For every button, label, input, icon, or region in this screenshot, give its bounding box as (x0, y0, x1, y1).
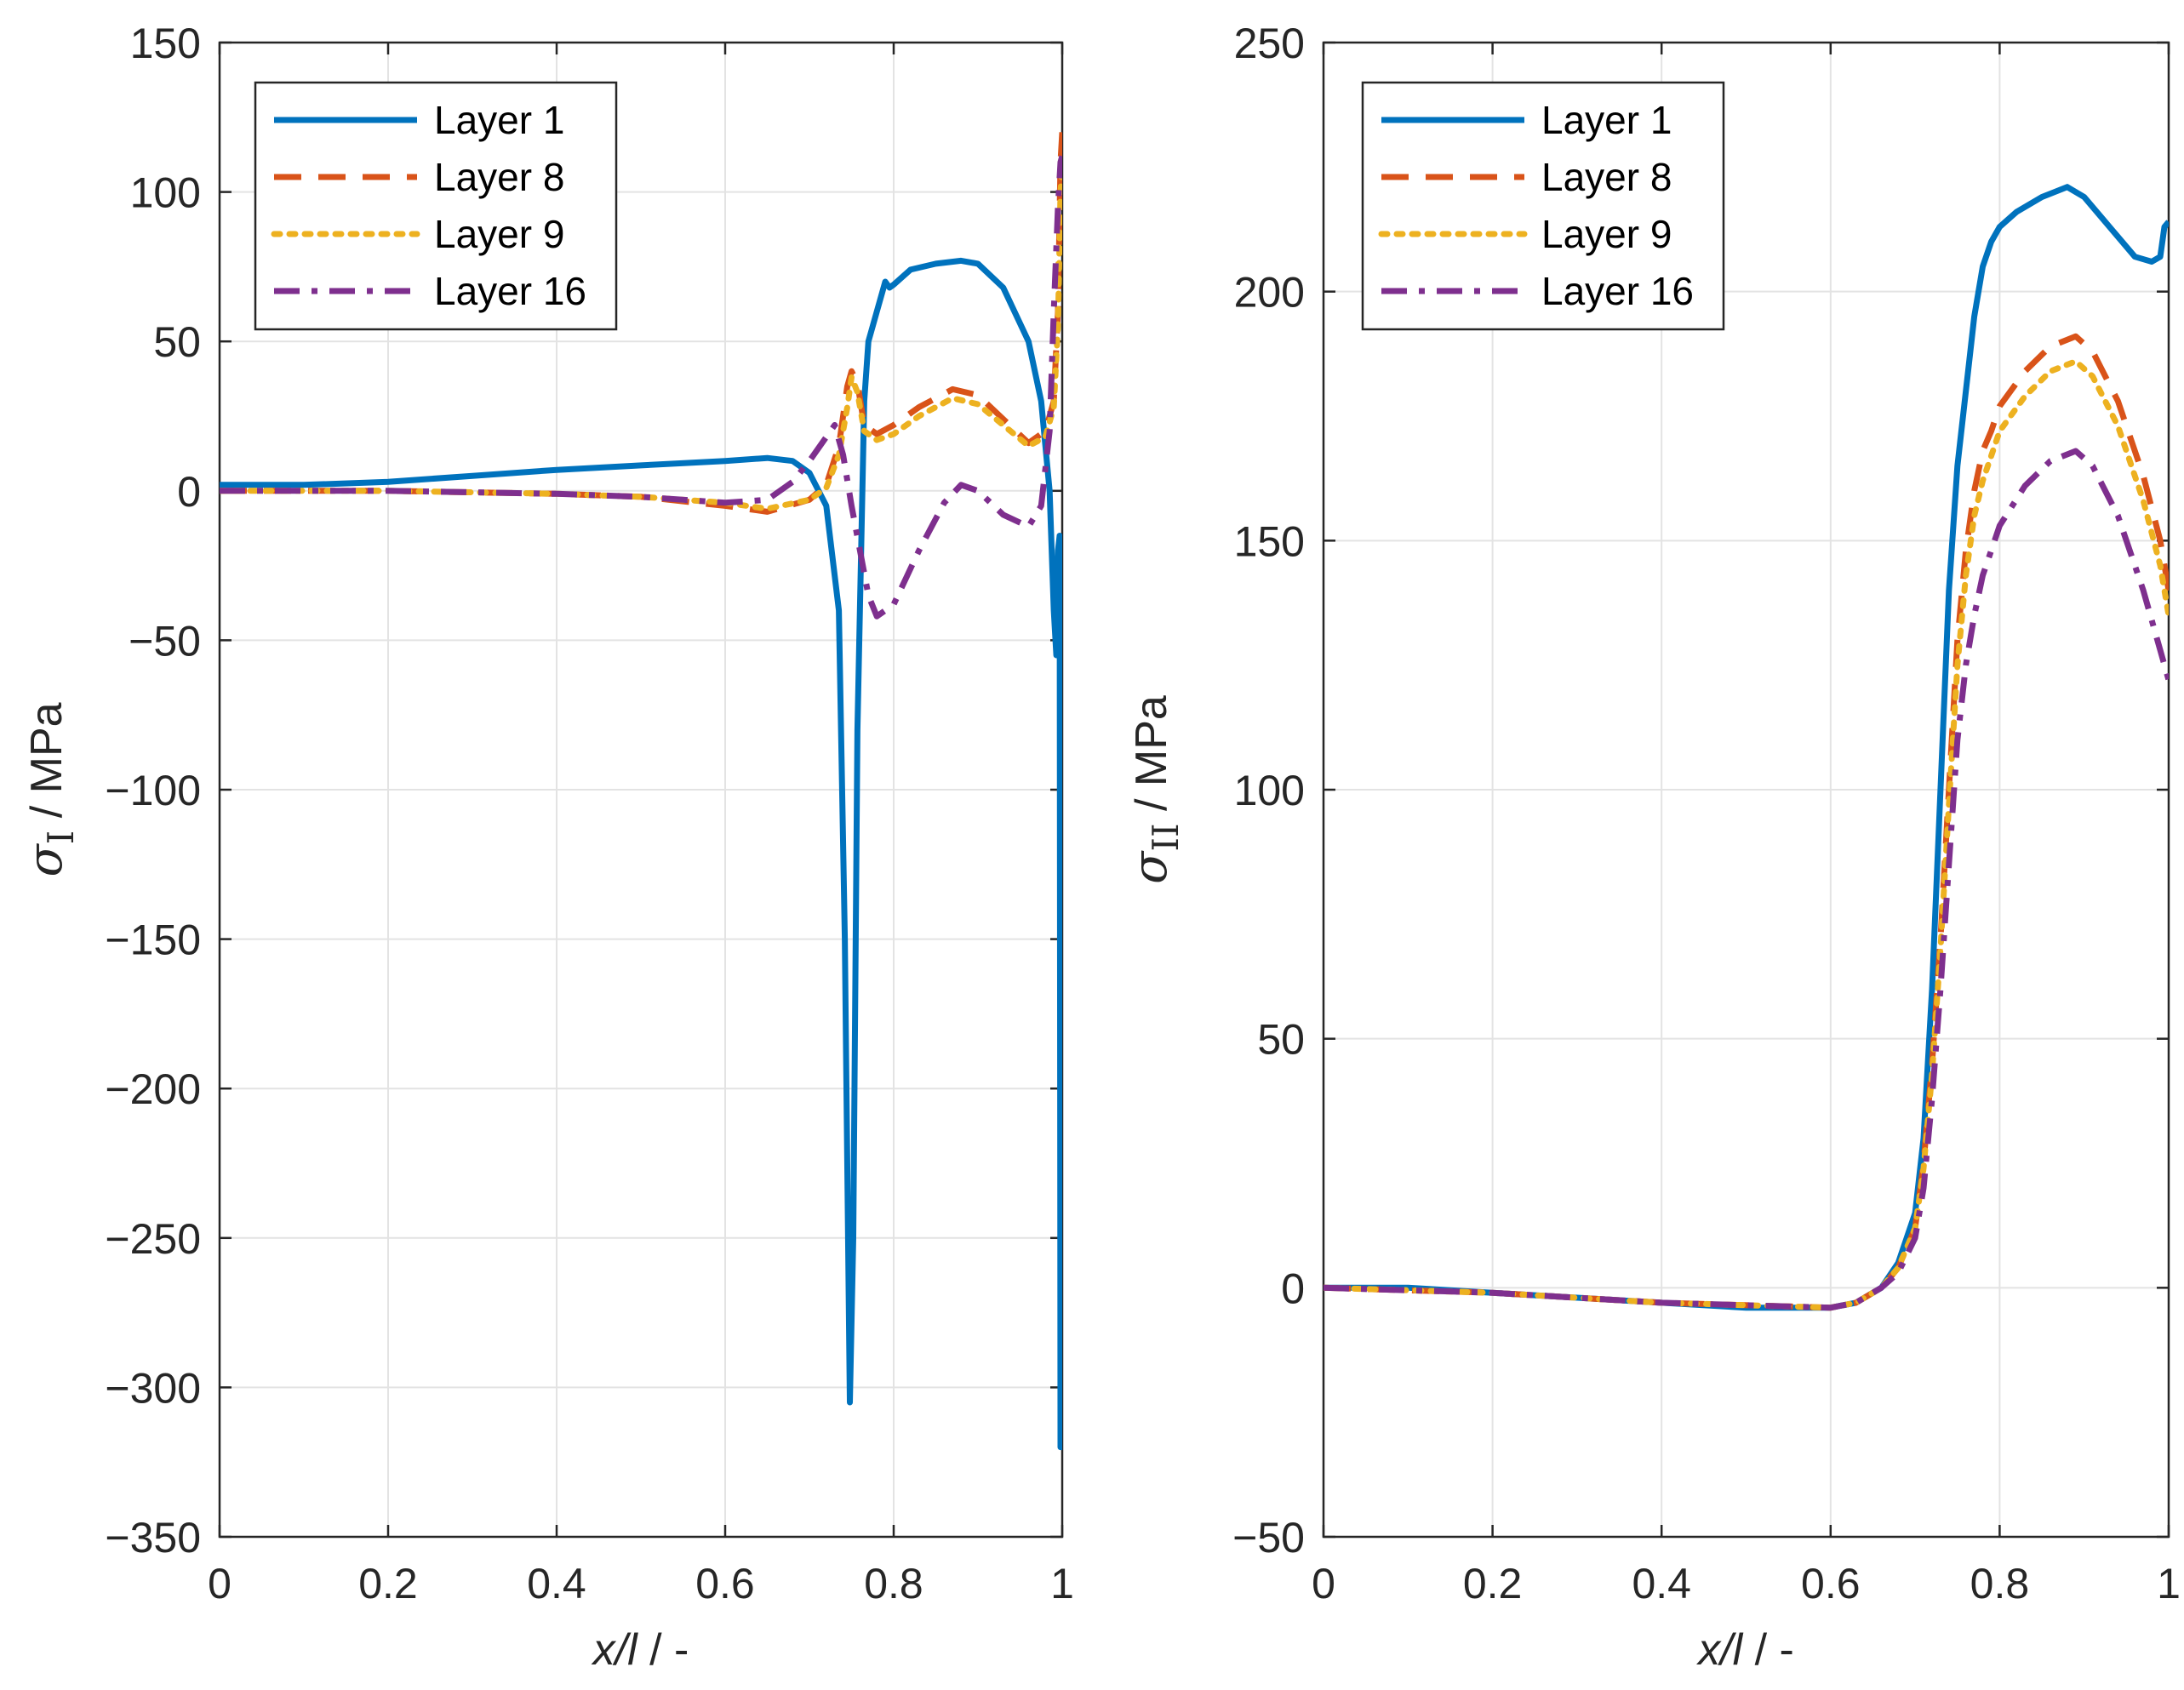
y-axis-label-symbol: σ (18, 843, 73, 877)
y-tick-label: −100 (105, 767, 201, 814)
y-tick-label: 150 (1234, 517, 1305, 565)
x-tick-label: 1 (2157, 1560, 2181, 1607)
x-axis-label-var: x/l (1695, 1625, 1743, 1675)
y-tick-label: −250 (105, 1215, 201, 1263)
y-axis-label-subscript: II (1145, 823, 1186, 851)
legend-label: Layer 9 (434, 212, 564, 256)
y-tick-label: −300 (105, 1364, 201, 1412)
x-tick-label: 0.2 (358, 1560, 418, 1607)
chart-left: 0 0.2 0.4 0.6 0.8 1 −350 −300 −250 −200 −150 −100 −5… (18, 20, 1074, 1675)
series-line-layer-16 (1324, 448, 2169, 1311)
y-tick-label: −50 (1232, 1514, 1305, 1562)
y-tick-label: −50 (129, 617, 201, 665)
y-tick-label: −350 (105, 1514, 201, 1562)
x-tick-label: 0.6 (1801, 1560, 1861, 1607)
legend: Layer 1 Layer 8 Layer 9 Layer 16 (254, 81, 618, 331)
legend-label: Layer 1 (1541, 98, 1672, 142)
y-tick-label: 0 (177, 468, 201, 516)
x-tick-label: 0.8 (864, 1560, 923, 1607)
legend-label: Layer 8 (1541, 155, 1672, 199)
x-axis-label: x/l / - (1695, 1625, 1794, 1675)
x-tick-label: 0.4 (1632, 1560, 1691, 1607)
x-tick-label: 0 (208, 1560, 232, 1607)
y-tick-label: 50 (1257, 1016, 1305, 1064)
legend: Layer 1 Layer 8 Layer 9 Layer 16 (1361, 81, 1725, 331)
y-axis-label-subscript: I (40, 831, 82, 845)
y-tick-label: 250 (1234, 20, 1305, 67)
y-tick-label: 100 (130, 169, 201, 217)
series-group (1324, 184, 2169, 1311)
y-axis-label-unit: / MPa (1127, 695, 1176, 823)
x-tick-label: 0.2 (1463, 1560, 1523, 1607)
y-axis-label: σI / MPa (18, 702, 82, 876)
x-axis-label-var: x/l (591, 1625, 638, 1675)
x-tick-label: 0.8 (1970, 1560, 2030, 1607)
series-line-layer-16 (220, 155, 1062, 619)
series-line-layer-8 (220, 132, 1062, 515)
legend-label: Layer 9 (1541, 212, 1672, 256)
series-group (220, 132, 1062, 1451)
y-tick-label: 0 (1281, 1265, 1305, 1312)
legend-label: Layer 16 (1541, 269, 1694, 313)
series-line-layer-1 (220, 257, 1062, 1451)
y-tick-label: 50 (153, 318, 201, 366)
x-tick-label: 1 (1050, 1560, 1074, 1607)
x-axis-label-unit: / - (1742, 1625, 1794, 1675)
legend-label: Layer 8 (434, 155, 564, 199)
y-tick-label: 200 (1234, 269, 1305, 317)
legend-label: Layer 16 (434, 269, 586, 313)
x-tick-label: 0.4 (527, 1560, 586, 1607)
y-axis-label-symbol: σ (1123, 850, 1178, 884)
x-tick-label: 0.6 (695, 1560, 755, 1607)
y-tick-label: −150 (105, 916, 201, 964)
legend-label: Layer 1 (434, 98, 564, 142)
y-tick-label: −200 (105, 1065, 201, 1113)
y-axis-label-unit: / MPa (22, 702, 71, 830)
y-tick-label: 150 (130, 20, 201, 67)
x-axis-label: x/l / - (591, 1625, 689, 1675)
x-axis-label-unit: / - (637, 1625, 689, 1675)
x-tick-label: 0 (1312, 1560, 1335, 1607)
y-axis-label: σII / MPa (1123, 695, 1186, 884)
y-tick-label: 100 (1234, 767, 1305, 814)
